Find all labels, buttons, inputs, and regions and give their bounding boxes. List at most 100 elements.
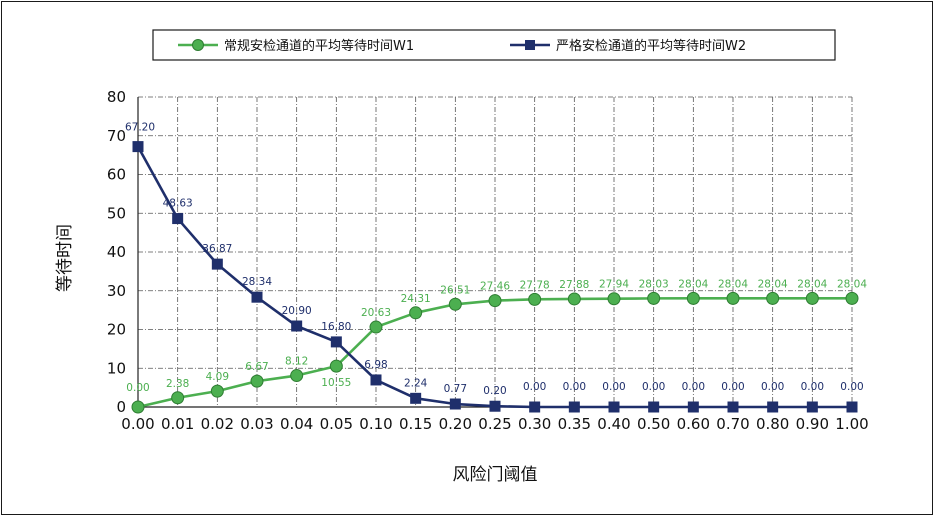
legend-w1-label: 常规安检通道的平均等待时间W1: [224, 38, 414, 54]
data-label-w1: 6.67: [245, 361, 268, 373]
series-w1-point: [528, 292, 542, 306]
data-label-w1: 24.31: [401, 293, 431, 305]
y-axis-title: 等待时间: [55, 224, 75, 292]
series-w2-point: [251, 291, 263, 303]
series-w2-point: [449, 398, 461, 410]
y-tick-label: 10: [107, 359, 126, 377]
x-tick-label: 0.50: [637, 415, 670, 433]
x-tick-label: 0.70: [716, 415, 749, 433]
data-label-w1: 27.88: [559, 279, 589, 291]
data-label-w2: 0.77: [444, 383, 467, 395]
series-w1-point: [488, 294, 502, 308]
data-label-w2: 67.20: [125, 122, 155, 134]
series-w1-point: [448, 297, 462, 311]
series-w2-point: [568, 401, 580, 413]
series-w2-point: [727, 401, 739, 413]
x-tick-label: 0.01: [161, 415, 194, 433]
legend: 常规安检通道的平均等待时间W1 严格安检通道的平均等待时间W2: [152, 29, 836, 61]
x-tick-label: 0.80: [756, 415, 789, 433]
series-w2-point: [648, 401, 660, 413]
data-label-w1: 27.78: [520, 279, 550, 291]
data-label-w2: 28.34: [242, 276, 272, 288]
data-label-w2: 0.00: [840, 381, 863, 393]
data-label-w2: 0.00: [801, 381, 824, 393]
legend-w2-label: 严格安检通道的平均等待时间W2: [556, 38, 746, 54]
data-label-w2: 2.24: [404, 377, 428, 389]
x-tick-label: 0.40: [597, 415, 630, 433]
series-w1-point: [409, 306, 423, 320]
series-w1-point: [369, 320, 383, 334]
series-w2-point: [291, 320, 303, 332]
y-tick-label: 80: [107, 88, 126, 106]
gridlines: [138, 96, 853, 407]
x-tick-label: 0.10: [359, 415, 392, 433]
series-w1-point: [607, 292, 621, 306]
data-label-w1: 26.51: [440, 284, 470, 296]
series-w1-point: [805, 291, 819, 305]
series-w2-point: [608, 401, 620, 413]
series-w1-point: [290, 369, 304, 383]
y-tick-label: 70: [107, 127, 126, 145]
data-label-w2: 0.00: [721, 381, 744, 393]
data-label-w2: 48.63: [163, 198, 193, 210]
x-tick-label: 0.60: [677, 415, 710, 433]
data-label-w1: 28.04: [718, 278, 748, 290]
data-label-w2: 0.00: [563, 381, 586, 393]
x-tick-label: 0.90: [796, 415, 829, 433]
data-label-w2: 0.00: [602, 381, 625, 393]
series-w2-point: [370, 374, 382, 386]
series-w1-point: [329, 359, 343, 373]
y-tick-label: 60: [107, 166, 126, 184]
data-label-w1: 28.04: [837, 278, 867, 290]
data-label-w2: 0.00: [642, 381, 665, 393]
x-tick-label: 0.15: [399, 415, 432, 433]
series-w1-point: [766, 291, 780, 305]
series-w1-point: [131, 400, 145, 414]
legend-w1-marker: [192, 39, 204, 51]
series-w1-point: [250, 374, 264, 388]
y-tick-label: 20: [107, 321, 126, 339]
data-label-w2: 20.90: [282, 305, 312, 317]
x-axis-title: 风险门阈值: [453, 465, 538, 485]
data-label-w1: 28.04: [797, 278, 827, 290]
series-w2-point: [172, 213, 184, 225]
legend-box: [152, 29, 836, 61]
series-w1-point: [171, 391, 185, 405]
series-w2-point: [489, 400, 501, 412]
x-tick-label: 0.35: [558, 415, 591, 433]
data-label-w1: 28.04: [678, 278, 708, 290]
data-label-w1: 27.46: [480, 281, 510, 293]
series-w2-point: [330, 336, 342, 348]
data-label-w1: 10.55: [321, 377, 351, 389]
data-label-w1: 4.09: [206, 371, 229, 383]
x-tick-label: 0.04: [280, 415, 313, 433]
data-label-w2: 36.87: [202, 243, 232, 255]
data-label-w2: 16.80: [321, 321, 351, 333]
data-label-w1: 27.94: [599, 279, 629, 291]
data-label-w2: 0.20: [483, 385, 506, 397]
x-tick-label: 0.00: [121, 415, 154, 433]
legend-w2-marker: [525, 40, 535, 50]
data-label-w1: 8.12: [285, 356, 308, 368]
x-tick-label: 1.00: [835, 415, 868, 433]
y-tick-label: 40: [107, 243, 126, 261]
y-tick-label: 50: [107, 204, 126, 222]
data-label-w1: 28.03: [639, 278, 669, 290]
x-tick-label: 0.02: [201, 415, 234, 433]
series-w2-point: [410, 392, 422, 404]
y-tick-label: 0: [116, 398, 126, 416]
data-label-w2: 0.00: [523, 381, 546, 393]
data-label-w2: 6.98: [364, 359, 387, 371]
series-w1-point: [567, 292, 581, 306]
series-w2-point: [687, 401, 699, 413]
x-tick-label: 0.20: [439, 415, 472, 433]
data-label-w1: 20.63: [361, 307, 391, 319]
data-label-w1: 28.04: [758, 278, 788, 290]
data-label-w2: 0.00: [682, 381, 705, 393]
series-w1-point: [210, 384, 224, 398]
series-w1-point: [647, 291, 661, 305]
data-label-w1: 0.00: [126, 382, 149, 394]
series-w1-point: [726, 291, 740, 305]
series-w1-point: [686, 291, 700, 305]
series-w2-point: [211, 258, 223, 270]
